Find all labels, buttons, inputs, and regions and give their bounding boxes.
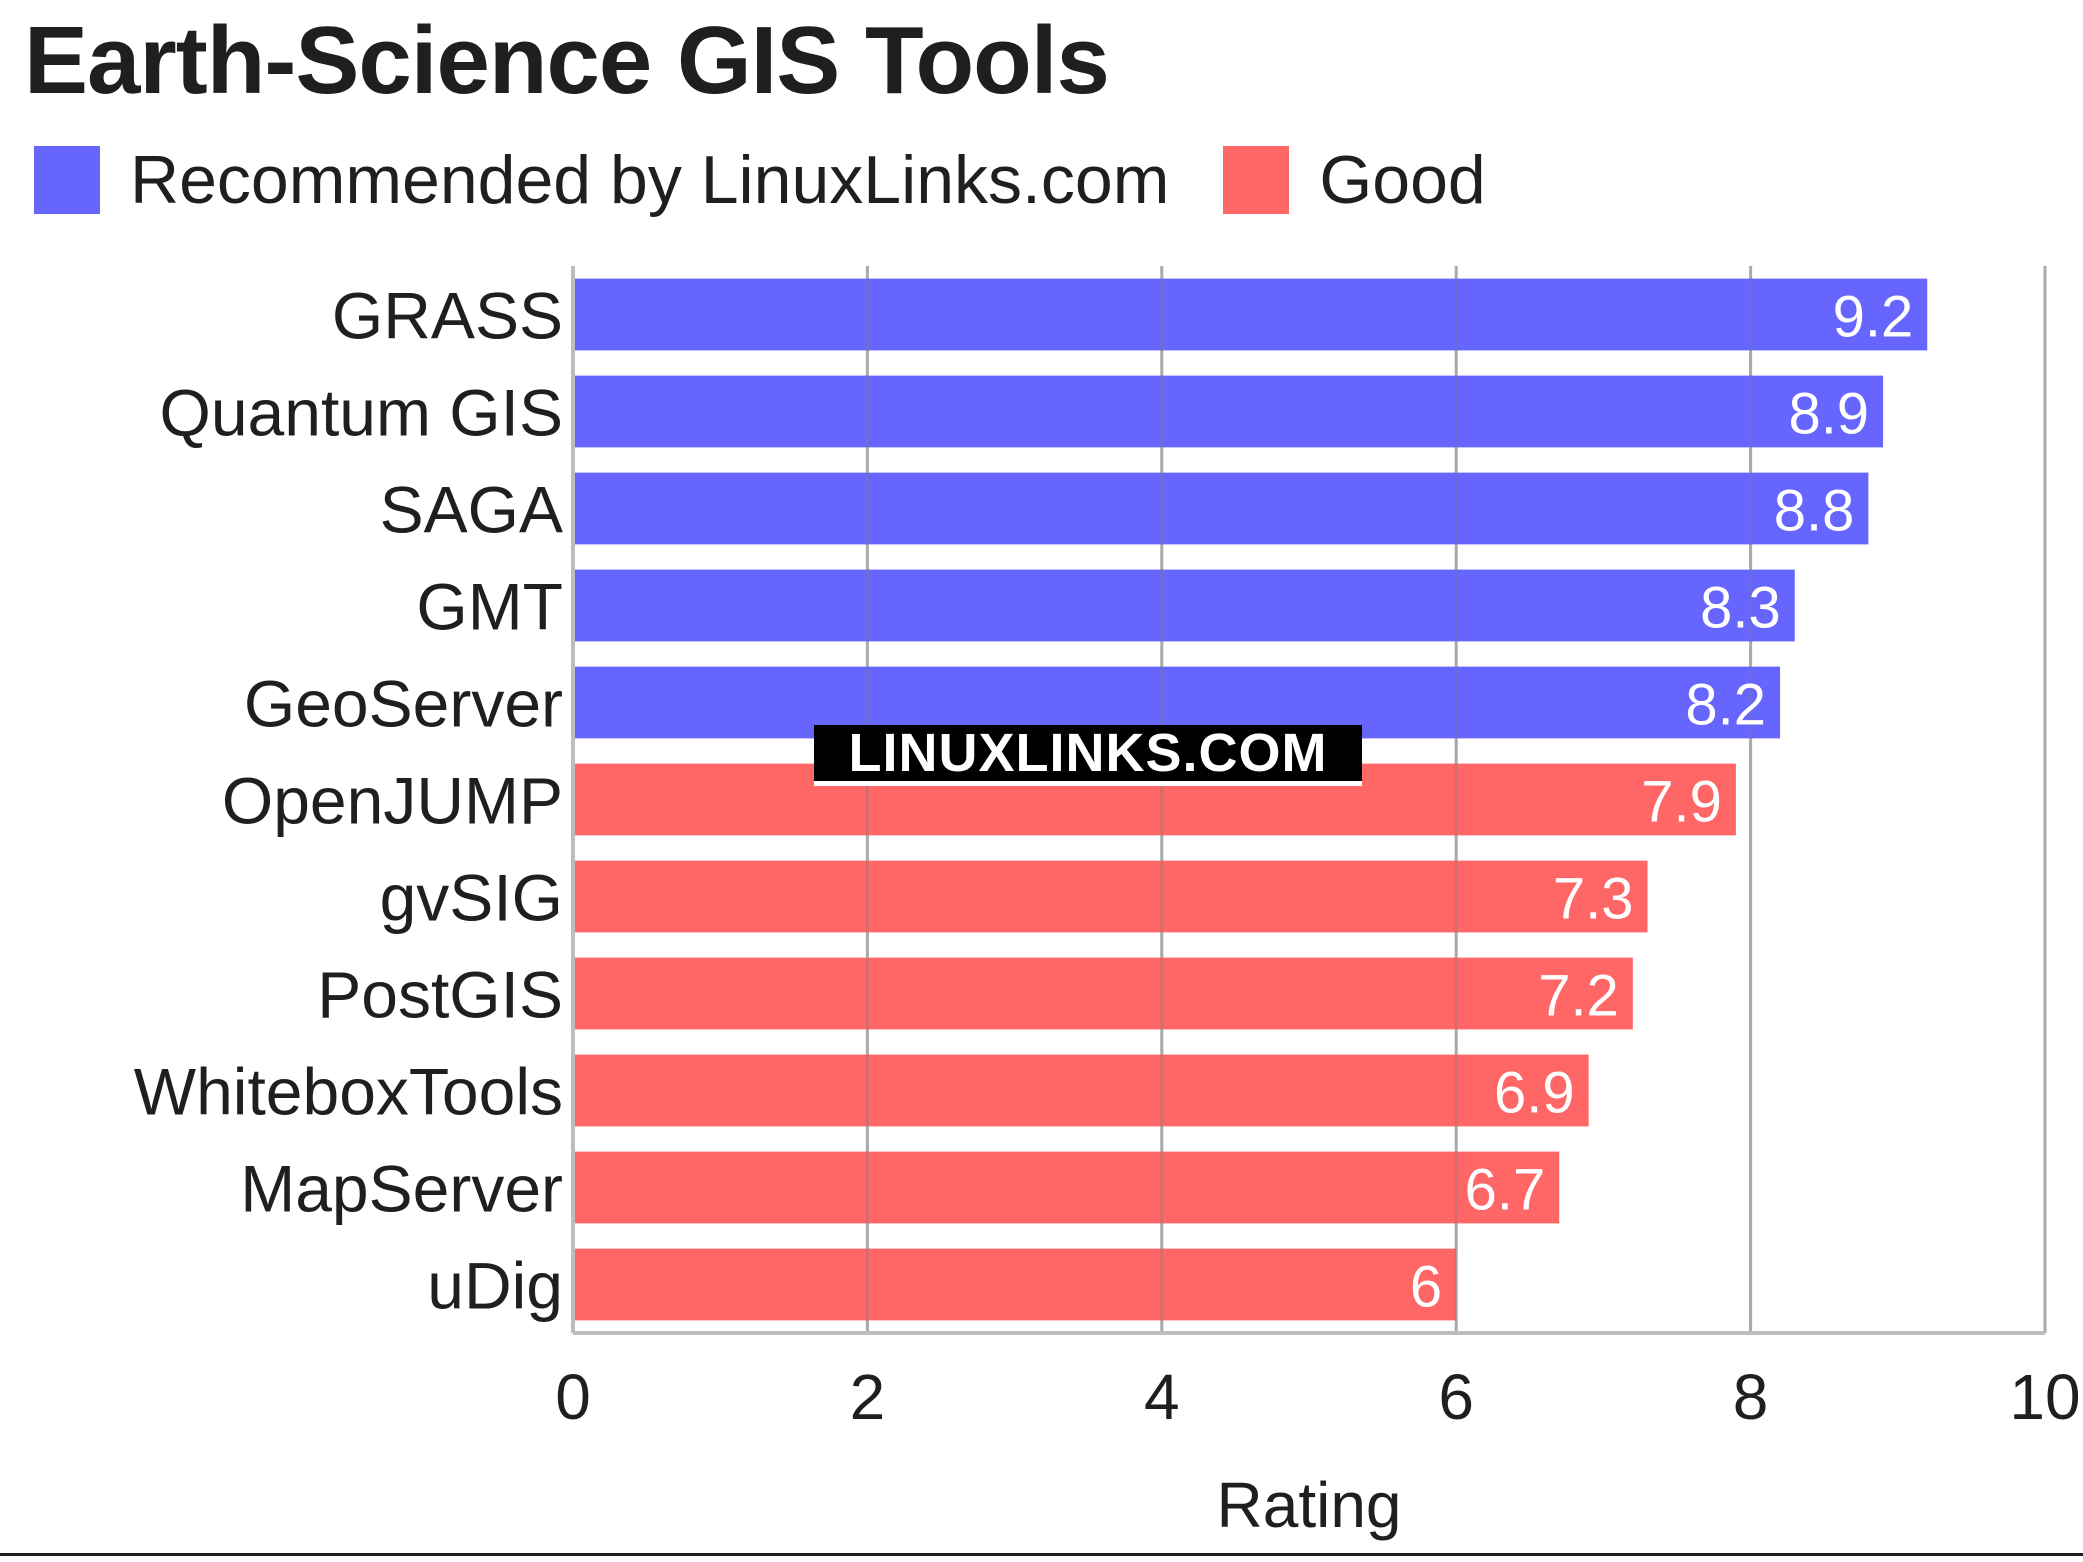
x-tick-label-10: 10 (2009, 1361, 2080, 1433)
value-label-2: 8.8 (1774, 479, 1855, 544)
category-label-1: Quantum GIS (159, 376, 563, 450)
legend-label-good: Good (1319, 142, 1486, 218)
category-label-5: OpenJUMP (222, 764, 563, 838)
value-label-7: 7.2 (1538, 964, 1619, 1029)
value-label-5: 7.9 (1641, 770, 1722, 835)
category-label-8: WhiteboxTools (134, 1055, 563, 1129)
value-label-4: 8.2 (1685, 673, 1766, 738)
watermark-logo: LINUXLINKS.COM (814, 725, 1362, 786)
category-label-0: GRASS (332, 279, 563, 353)
value-label-0: 9.2 (1833, 285, 1914, 350)
labels: GRASS 9.2 Quantum GIS 8.9 SAGA 8.8 GMT 8.3 GeoSe… (134, 279, 2081, 1542)
legend-item-recommended: Recommended by LinuxLinks.com (34, 141, 1169, 219)
category-label-6: gvSIG (380, 861, 563, 935)
x-tick-label-2: 2 (850, 1361, 886, 1433)
bar-3 (573, 569, 1795, 642)
bar-1 (573, 375, 1884, 448)
value-label-1: 8.9 (1788, 382, 1869, 447)
category-label-4: GeoServer (244, 667, 563, 741)
axes (571, 266, 2047, 1335)
bar-10 (573, 1248, 1457, 1321)
x-tick-label-0: 0 (555, 1361, 591, 1433)
category-label-2: SAGA (380, 473, 563, 547)
legend-item-good: Good (1223, 141, 1486, 219)
bar-7 (573, 957, 1633, 1030)
x-axis-title: Rating (1217, 1469, 1402, 1541)
legend-swatch-good (1223, 146, 1290, 214)
category-label-9: MapServer (240, 1152, 563, 1226)
legend: Recommended by LinuxLinks.com Good (34, 142, 1540, 218)
value-label-3: 8.3 (1700, 576, 1781, 641)
bars (573, 278, 1928, 1321)
value-label-6: 7.3 (1553, 867, 1634, 932)
value-label-8: 6.9 (1494, 1061, 1575, 1126)
bottom-divider (0, 1553, 2083, 1556)
category-label-10: uDig (427, 1249, 563, 1323)
bar-8 (573, 1054, 1589, 1127)
value-label-9: 6.7 (1465, 1158, 1546, 1223)
x-tick-label-6: 6 (1438, 1361, 1474, 1433)
chart-title: Earth-Science GIS Tools (24, 7, 1110, 114)
bar-6 (573, 860, 1648, 933)
category-label-3: GMT (416, 570, 563, 644)
x-tick-label-8: 8 (1733, 1361, 1769, 1433)
x-tick-label-4: 4 (1144, 1361, 1180, 1433)
legend-label-recommended: Recommended by LinuxLinks.com (130, 142, 1170, 218)
legend-swatch-recommended (34, 146, 100, 214)
bar-9 (573, 1151, 1560, 1224)
bar-0 (573, 278, 1928, 351)
category-label-7: PostGIS (317, 958, 563, 1032)
bar-2 (573, 472, 1869, 545)
value-label-10: 6 (1410, 1255, 1442, 1320)
